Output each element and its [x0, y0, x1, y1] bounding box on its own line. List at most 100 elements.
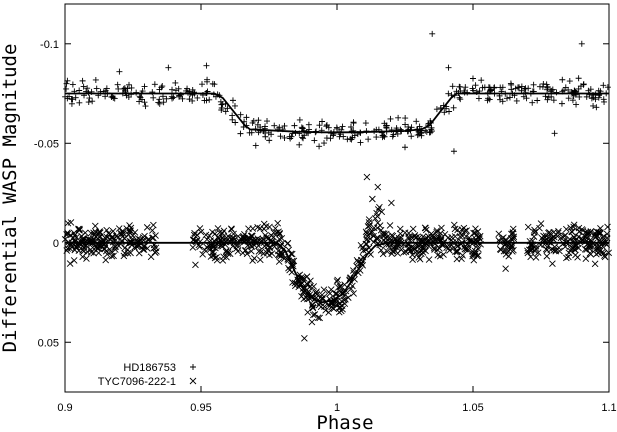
data-point-series-2 [310, 283, 318, 290]
data-point-series-1 [319, 118, 326, 125]
data-point-series-2 [304, 281, 311, 288]
data-point-series-2 [425, 256, 433, 263]
data-point-series-1 [305, 121, 312, 128]
data-point-series-2 [461, 227, 469, 235]
data-point-series-1 [365, 136, 372, 143]
data-point-series-1 [266, 137, 273, 144]
data-point-series-2 [370, 232, 377, 240]
data-point-series-2 [190, 231, 198, 239]
data-point-series-1 [576, 93, 583, 100]
data-point-series-2 [549, 260, 556, 268]
data-point-series-2 [435, 233, 443, 241]
data-point-series-1 [462, 84, 469, 91]
data-point-series-2 [388, 199, 395, 207]
data-point-series-2 [495, 230, 503, 238]
data-point-series-2 [587, 236, 594, 244]
data-point-series-1 [141, 99, 148, 106]
data-point-series-1 [456, 94, 463, 101]
data-point-series-1 [141, 83, 148, 90]
data-point-series-2 [68, 243, 76, 250]
data-point-series-1 [536, 83, 543, 90]
data-point-series-2 [303, 273, 311, 280]
data-point-series-1 [217, 98, 224, 105]
data-point-series-1 [229, 116, 236, 123]
data-point-series-2 [579, 227, 587, 234]
data-point-series-1 [475, 95, 482, 102]
data-point-series-2 [110, 252, 117, 260]
data-point-series-2 [308, 302, 316, 309]
data-point-series-2 [228, 226, 235, 233]
data-point-series-2 [450, 221, 458, 229]
data-point-series-1 [566, 78, 573, 85]
data-point-series-2 [542, 232, 550, 240]
data-point-series-1 [63, 85, 70, 92]
data-point-series-1 [243, 114, 250, 121]
data-point-series-1 [172, 87, 179, 94]
data-point-series-2 [219, 243, 226, 250]
data-point-series-2 [537, 220, 545, 227]
data-point-series-2 [547, 246, 555, 254]
data-point-series-1 [525, 85, 532, 92]
data-point-series-2 [575, 224, 583, 232]
data-point-series-1 [72, 94, 79, 101]
data-point-series-2 [568, 228, 576, 236]
data-point-series-2 [430, 244, 438, 252]
data-point-series-2 [575, 244, 582, 252]
data-point-series-2 [341, 281, 348, 288]
data-point-series-2 [72, 243, 80, 251]
data-point-series-1 [402, 121, 409, 128]
data-point-series-1 [229, 97, 236, 104]
data-point-series-2 [327, 286, 335, 293]
data-point-series-1 [414, 132, 421, 139]
data-point-series-2 [339, 305, 346, 313]
data-point-series-1 [85, 89, 92, 96]
data-point-series-2 [83, 255, 90, 262]
data-point-series-1 [111, 95, 118, 102]
data-point-series-2 [504, 247, 512, 255]
data-point-series-2 [207, 245, 214, 253]
data-point-series-1 [291, 122, 298, 129]
data-point-series-1 [277, 133, 284, 140]
data-point-series-1 [142, 103, 149, 110]
data-point-series-2 [596, 242, 603, 250]
data-point-series-2 [288, 250, 296, 258]
data-point-series-2 [256, 256, 264, 264]
data-point-series-2 [451, 225, 459, 233]
data-point-series-2 [301, 284, 309, 292]
data-point-series-1 [114, 81, 121, 88]
data-point-series-2 [374, 219, 382, 227]
data-point-series-1 [395, 114, 402, 121]
data-point-series-1 [508, 86, 515, 93]
data-point-series-1 [222, 108, 229, 115]
data-point-series-1 [600, 82, 607, 89]
data-point-series-1 [578, 40, 585, 47]
data-point-series-1 [549, 86, 556, 93]
data-point-series-1 [347, 123, 354, 130]
data-point-series-1 [362, 120, 369, 127]
fit-line-series-1 [65, 92, 609, 134]
data-point-series-1 [300, 135, 307, 142]
data-point-series-1 [490, 84, 497, 91]
data-point-series-2 [459, 252, 466, 259]
data-point-series-2 [248, 243, 255, 250]
legend-marker-series-1 [190, 364, 196, 370]
data-point-series-2 [255, 248, 263, 255]
data-point-series-2 [369, 195, 376, 203]
data-point-series-2 [67, 219, 75, 226]
data-point-series-2 [127, 227, 134, 235]
data-point-series-1 [170, 94, 177, 101]
data-point-series-2 [390, 244, 397, 251]
data-point-series-2 [336, 303, 344, 311]
data-point-series-1 [429, 30, 436, 37]
legend-marker-series-2 [189, 377, 197, 385]
data-point-series-1 [339, 123, 346, 130]
data-point-series-1 [168, 93, 175, 100]
data-point-series-2 [543, 252, 551, 260]
data-point-series-1 [445, 64, 452, 71]
data-point-series-1 [426, 129, 433, 136]
fit-layer [65, 92, 609, 304]
data-point-series-2 [307, 277, 314, 285]
data-point-series-2 [326, 290, 334, 297]
data-point-series-2 [254, 224, 261, 231]
data-point-series-1 [441, 109, 448, 116]
